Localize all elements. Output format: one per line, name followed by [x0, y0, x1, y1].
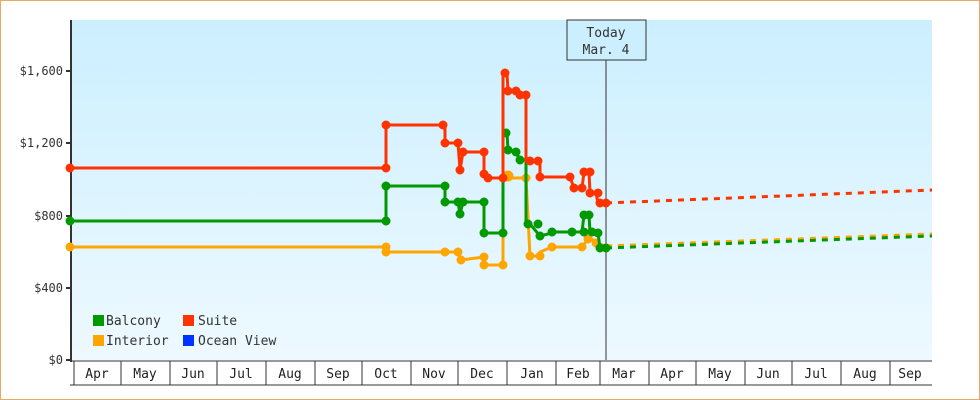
month-label: Jul — [804, 367, 827, 382]
today-date: Mar. 4 — [583, 43, 630, 58]
legend-swatch-icon — [183, 315, 194, 326]
legend-swatch-icon — [93, 315, 104, 326]
series-suite — [65, 68, 933, 208]
y-tick-label: $400 — [34, 281, 63, 295]
month-label: Sep — [326, 367, 350, 382]
y-tick-label: $800 — [34, 209, 63, 223]
x-axis — [70, 360, 932, 386]
series-balcony — [65, 128, 933, 253]
legend-item-ocean-view[interactable]: Ocean View — [183, 334, 276, 349]
month-label: Nov — [422, 367, 446, 382]
month-label: May — [708, 367, 732, 382]
legend-swatch-icon — [93, 335, 104, 346]
month-label: Apr — [85, 367, 109, 382]
y-tick-label: $1,600 — [20, 64, 63, 78]
series-interior — [65, 170, 933, 270]
x-month-labels: Apr May Jun Jul Aug Sep Oct Nov Dec Jan … — [85, 367, 922, 382]
month-label: Jun — [181, 367, 204, 382]
month-label: May — [133, 367, 157, 382]
y-ticks — [66, 70, 71, 361]
y-tick-label: $0 — [49, 353, 63, 367]
month-label: Aug — [278, 367, 301, 382]
month-label: Jul — [229, 367, 252, 382]
legend-swatch-icon — [183, 335, 194, 346]
month-label: Apr — [660, 367, 684, 382]
legend-item-suite[interactable]: Suite — [183, 314, 237, 329]
month-label: Aug — [853, 367, 876, 382]
month-label: Mar — [612, 367, 636, 382]
legend-label: Interior — [106, 334, 169, 349]
legend-item-interior[interactable]: Interior — [93, 334, 169, 349]
legend: Balcony Suite Interior Ocean View — [93, 314, 276, 349]
month-label: Feb — [566, 367, 590, 382]
month-label: Sep — [898, 367, 922, 382]
legend-label: Balcony — [106, 314, 161, 329]
month-label: Dec — [470, 367, 493, 382]
y-tick-label: $1,200 — [20, 136, 63, 150]
legend-label: Ocean View — [198, 334, 276, 349]
today-marker: Today Mar. 4 — [566, 19, 647, 61]
legend-label: Suite — [198, 314, 237, 329]
month-label: Jun — [756, 367, 779, 382]
month-label: Jan — [520, 367, 543, 382]
month-label: Oct — [374, 367, 397, 382]
legend-item-balcony[interactable]: Balcony — [93, 314, 161, 329]
today-label: Today — [586, 26, 625, 41]
